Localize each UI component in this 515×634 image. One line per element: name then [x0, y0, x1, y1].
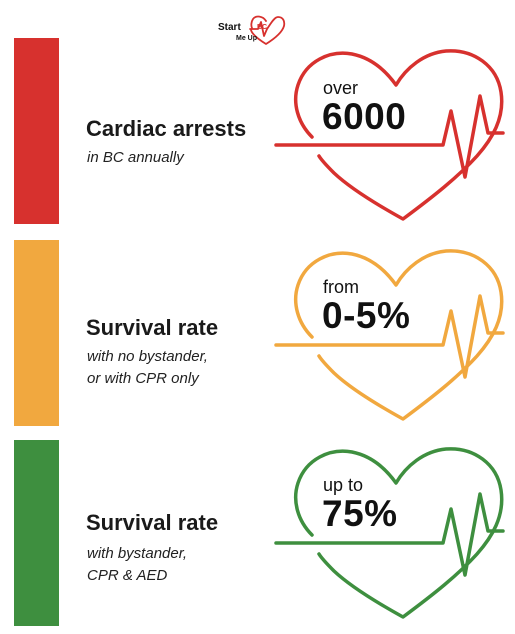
- stat-prefix: over: [323, 78, 359, 98]
- panel-subtitle-line: with no bystander,: [87, 348, 208, 365]
- panel-survival-with-bystander: Survival rate with bystander, CPR & AED …: [0, 440, 515, 626]
- panel-subtitle-line: in BC annually: [87, 149, 184, 166]
- panel-survival-no-bystander: Survival rate with no bystander, or with…: [0, 240, 515, 426]
- logo-bc-text: BC: [257, 24, 268, 31]
- panel-title: Survival rate: [86, 510, 219, 535]
- startmeup-logo: Start BC Me Up: [218, 12, 298, 46]
- color-bar-green: [14, 440, 59, 626]
- panel-title: Cardiac arrests: [86, 116, 247, 141]
- heart-pulse-icon: [274, 447, 505, 619]
- heart-pulse-icon: [274, 49, 505, 221]
- color-bar-orange: [14, 240, 59, 426]
- stat-value: 0-5%: [322, 295, 411, 336]
- panel-subtitle-line: or with CPR only: [87, 370, 199, 387]
- logo-start-text: Start: [218, 22, 241, 33]
- panel-title: Survival rate: [86, 315, 219, 340]
- stat-value: 6000: [322, 96, 407, 137]
- stat-prefix: up to: [323, 475, 364, 495]
- heart-pulse-icon: [274, 249, 505, 421]
- stat-value: 75%: [322, 493, 398, 534]
- panel-subtitle-line: CPR & AED: [87, 567, 168, 584]
- stat-prefix: from: [323, 277, 359, 297]
- logo-me-up-text: Me Up: [236, 35, 257, 42]
- panel-subtitle-line: with bystander,: [87, 545, 188, 562]
- panel-cardiac-arrests: Cardiac arrests in BC annually over 6000: [0, 38, 515, 224]
- heart-logo-icon: [249, 15, 286, 45]
- color-bar-red: [14, 38, 59, 224]
